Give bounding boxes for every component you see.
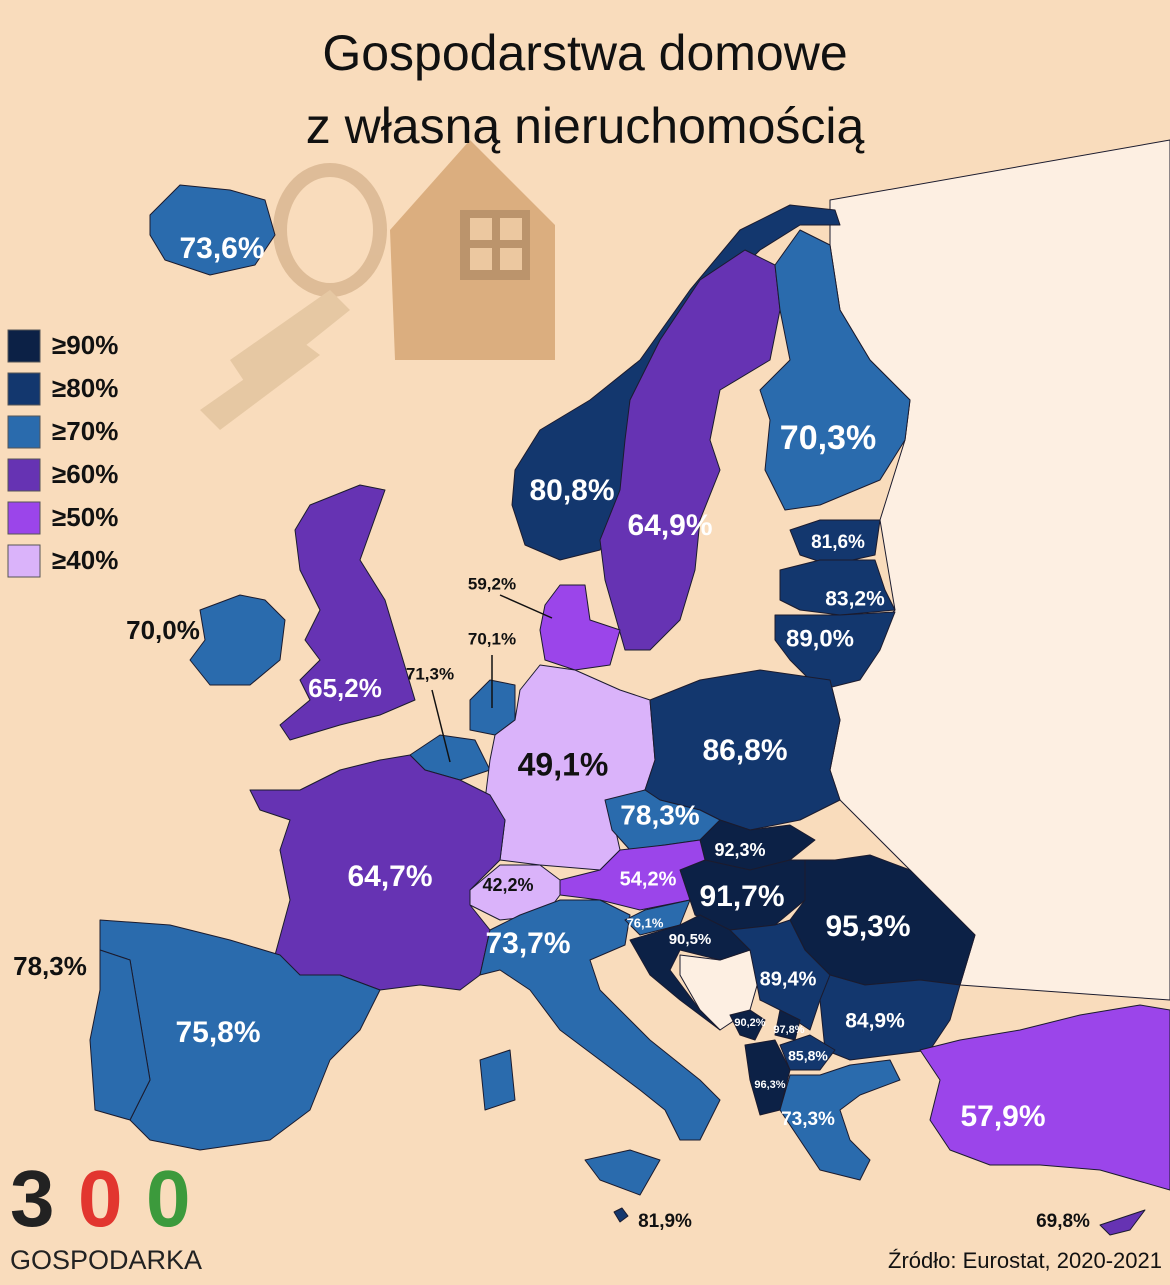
region-label: 73,3%: [781, 1109, 835, 1130]
title-line: z własną nieruchomością: [306, 98, 865, 154]
region-label: 54,2%: [620, 868, 677, 890]
region-label: 64,7%: [347, 860, 432, 893]
region-label: 78,3%: [620, 799, 699, 830]
region-label: 70,0%: [126, 615, 200, 645]
region-label: 90,2%: [734, 1017, 765, 1029]
region-label: 65,2%: [308, 673, 382, 703]
regions: [89, 184, 1170, 1236]
country: [613, 1207, 629, 1223]
legend-label: ≥50%: [52, 502, 118, 532]
logo-digit: 3: [10, 1154, 55, 1243]
country: [279, 484, 416, 741]
leader-lines: [431, 594, 553, 763]
logo-digit: 0: [146, 1154, 191, 1243]
region-label: 91,7%: [699, 880, 784, 913]
region-label: 70,3%: [780, 419, 876, 457]
title-line: Gospodarstwa domowe: [322, 25, 847, 81]
logo-digit: 0: [78, 1154, 123, 1243]
region-label: 73,7%: [485, 927, 570, 960]
legend-swatch: [7, 544, 41, 578]
legend-swatch: [7, 501, 41, 535]
legend-swatch: [7, 458, 41, 492]
legend-label: ≥80%: [52, 373, 118, 403]
legend-label: ≥60%: [52, 459, 118, 489]
country: [779, 1059, 901, 1181]
country: [919, 1004, 1170, 1191]
island: [584, 1149, 661, 1196]
island: [479, 1049, 516, 1111]
country: [1099, 1209, 1146, 1236]
region-label: 73,6%: [179, 232, 264, 265]
region-label: 96,3%: [754, 1079, 785, 1091]
country: [729, 1009, 766, 1041]
source: Źródło: Eurostat, 2020-2021: [888, 1248, 1162, 1273]
region-label: 49,1%: [518, 746, 609, 782]
region-label: 89,0%: [786, 625, 854, 652]
house-illustration: [200, 140, 555, 430]
country: [774, 611, 896, 691]
country: [599, 249, 781, 651]
country: [789, 519, 881, 566]
country: [729, 919, 831, 1031]
logo-name: GOSPODARKA: [10, 1245, 202, 1275]
country: [479, 899, 721, 1141]
region-label: 92,3%: [714, 840, 765, 860]
country: [189, 594, 286, 686]
region-label: 76,1%: [627, 915, 664, 930]
country: [539, 584, 621, 671]
country: [469, 864, 561, 921]
region-label: 81,6%: [811, 532, 865, 553]
region-label: 81,9%: [638, 1211, 692, 1232]
region-label: 69,8%: [1036, 1211, 1090, 1232]
legend-swatch: [7, 329, 41, 363]
legend-swatch: [7, 415, 41, 449]
region-label: 80,8%: [529, 474, 614, 507]
region-label: 70,1%: [468, 629, 516, 648]
region-label: 42,2%: [482, 875, 533, 895]
region-label: 71,3%: [406, 664, 454, 683]
region-label: 86,8%: [702, 734, 787, 767]
region-label: 75,8%: [175, 1016, 260, 1049]
country: [89, 949, 151, 1121]
legend-swatch: [7, 372, 41, 406]
region-label: 57,9%: [960, 1100, 1045, 1133]
legend-label: ≥70%: [52, 416, 118, 446]
region-label: 64,9%: [627, 509, 712, 542]
legend: ≥90% ≥80% ≥70% ≥60% ≥50% ≥40%: [7, 329, 118, 578]
region-label: 59,2%: [468, 574, 516, 593]
logo: 3 0 0 GOSPODARKA: [10, 1154, 202, 1275]
region-label: 85,8%: [788, 1048, 828, 1064]
country: [629, 914, 751, 1031]
country: [559, 839, 706, 911]
region-label: 90,5%: [669, 931, 712, 948]
region-label: 89,4%: [760, 968, 817, 990]
legend-label: ≥90%: [52, 330, 118, 360]
region-label: 84,9%: [845, 1010, 905, 1033]
country: [149, 184, 276, 276]
region-label: 78,3%: [13, 951, 87, 981]
region-label: 97,8%: [773, 1024, 804, 1036]
country: [759, 229, 911, 511]
country: [624, 899, 691, 936]
legend-label: ≥40%: [52, 545, 118, 575]
country: [779, 559, 896, 616]
region-label: 95,3%: [825, 910, 910, 943]
region-labels: 73,6% 70,0% 65,2% 80,8% 64,9% 70,3% 81,6% 83,2%…: [13, 232, 1090, 1232]
region-label: 83,2%: [825, 588, 885, 611]
